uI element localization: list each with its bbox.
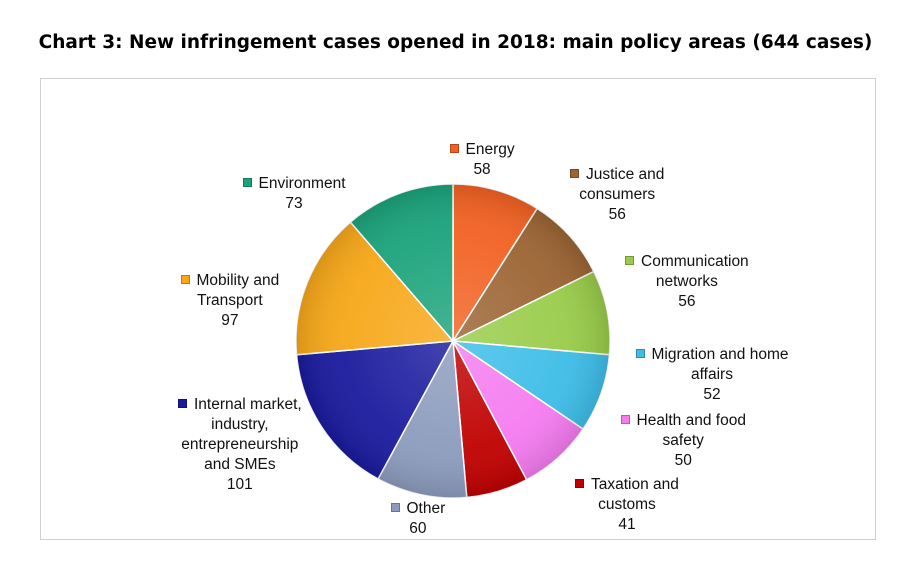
legend-swatch [178,399,187,408]
chart-title: Chart 3: New infringement cases opened i… [38,32,873,53]
data-label: Taxation and customs 41 [575,475,679,535]
data-label-line: entrepreneurship [178,435,302,455]
data-label-value: 56 [608,206,626,223]
legend-swatch [390,503,400,512]
data-label-line: Energy [449,140,515,160]
data-label: Mobility and Transport 97 [180,271,280,331]
data-label-text: Taxation and [591,476,679,493]
data-label: Environment 73 [242,174,346,214]
data-label-text: Other [406,500,446,517]
data-label-text: Migration and home [651,346,789,363]
legend-swatch [180,275,190,284]
data-label-text: customs [598,496,656,513]
data-label-line: customs [575,495,679,515]
data-label: Health and food safety 50 [620,411,746,471]
data-label-line: industry, [178,415,302,435]
data-label-line: Health and food [620,411,746,431]
legend-swatch [625,256,634,265]
data-label-text: networks [655,273,718,290]
legend-swatch [570,169,579,178]
legend-swatch [635,349,645,358]
data-label-value: 101 [226,476,253,493]
data-label-text: industry, [211,416,269,433]
data-label-line: Environment [242,174,346,194]
legend-swatch [242,178,252,187]
data-label-line: Communication [625,252,749,272]
data-label: Communication networks 56 [625,252,749,312]
data-label-line: Taxation and [575,475,679,495]
data-label-text: consumers [579,186,656,203]
legend-swatch [620,415,630,424]
data-label-line: Migration and home [635,345,789,365]
data-label: Other 60 [390,499,446,539]
data-label-text: Mobility and [196,272,280,289]
data-label-text: Communication [641,253,749,270]
data-label-value: 41 [618,516,636,533]
data-label-line: Other [390,499,446,519]
data-label-text: entrepreneurship [181,436,299,453]
data-label-text: Health and food [636,412,746,429]
legend-swatch [575,479,584,488]
data-label-text: Justice and [586,166,665,183]
data-label: Justice and consumers 56 [570,165,664,225]
data-label-line: and SMEs [178,455,302,475]
data-label-line: Transport [181,291,280,311]
data-label-line: safety [621,431,746,451]
data-label-line: networks [625,272,749,292]
data-label-text: Transport [196,292,263,309]
data-label-line: Internal market, [178,395,302,415]
data-label-value: 58 [473,161,491,178]
data-label-line: affairs [636,365,789,385]
data-label-text: Environment [258,175,346,192]
data-label-line: Justice and [570,165,664,185]
data-label-text: Energy [465,141,515,158]
data-label-value: 52 [703,386,721,403]
data-label: Internal market, industry, entrepreneurshi… [178,395,302,495]
legend-swatch [449,144,459,153]
data-label: Migration and home affairs 52 [635,345,789,405]
data-label: Energy 58 [449,140,515,180]
data-label-text: safety [662,432,704,449]
data-label-value: 50 [674,452,692,469]
data-label-text: affairs [691,366,733,383]
data-label-value: 73 [285,195,303,212]
data-label-value: 56 [678,293,696,310]
data-label-line: consumers [570,185,664,205]
data-label-line: Mobility and [180,271,280,291]
data-label-value: 97 [221,312,239,329]
data-label-value: 60 [409,520,427,537]
data-label-text: Internal market, [194,396,302,413]
data-label-text: and SMEs [204,456,276,473]
